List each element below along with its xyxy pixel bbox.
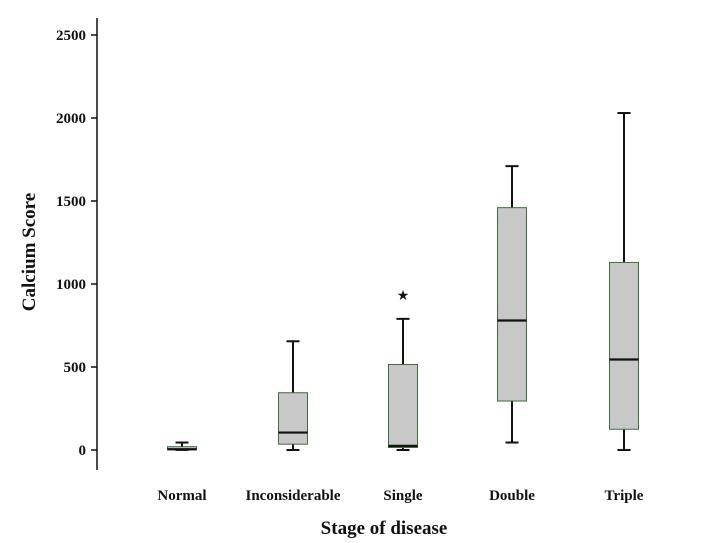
x-axis-title: Stage of disease <box>321 518 448 539</box>
box-inconsiderable <box>278 340 308 451</box>
y-tick-label: 2500 <box>56 28 86 44</box>
x-tick-label: Single <box>383 488 423 504</box>
y-tick-label: 1500 <box>56 194 86 210</box>
box-series: ★ <box>167 112 639 451</box>
box-triple <box>609 112 639 451</box>
y-axis-title: Calcium Score <box>19 193 40 311</box>
x-tick-label: Normal <box>157 488 206 504</box>
iqr-box <box>609 261 639 430</box>
box-double <box>497 165 527 444</box>
box-normal <box>167 441 197 451</box>
outlier-marker: ★ <box>397 288 410 304</box>
iqr-box <box>497 207 527 402</box>
iqr-box <box>388 364 418 449</box>
y-axis-ticks: 0 500 1000 1500 2000 2500 <box>56 28 97 459</box>
x-tick-label: Double <box>489 488 535 504</box>
x-tick-label: Triple <box>605 488 644 504</box>
box-single: ★ <box>388 288 418 451</box>
y-tick-label: 500 <box>64 360 87 376</box>
y-tick-label: 0 <box>79 443 87 459</box>
iqr-box <box>278 392 308 445</box>
x-axis-tick-labels: Normal Inconsiderable Single Double Triple <box>157 488 643 504</box>
y-tick-label: 1000 <box>56 277 86 293</box>
x-tick-label: Inconsiderable <box>245 488 340 504</box>
y-tick-label: 2000 <box>56 111 86 127</box>
